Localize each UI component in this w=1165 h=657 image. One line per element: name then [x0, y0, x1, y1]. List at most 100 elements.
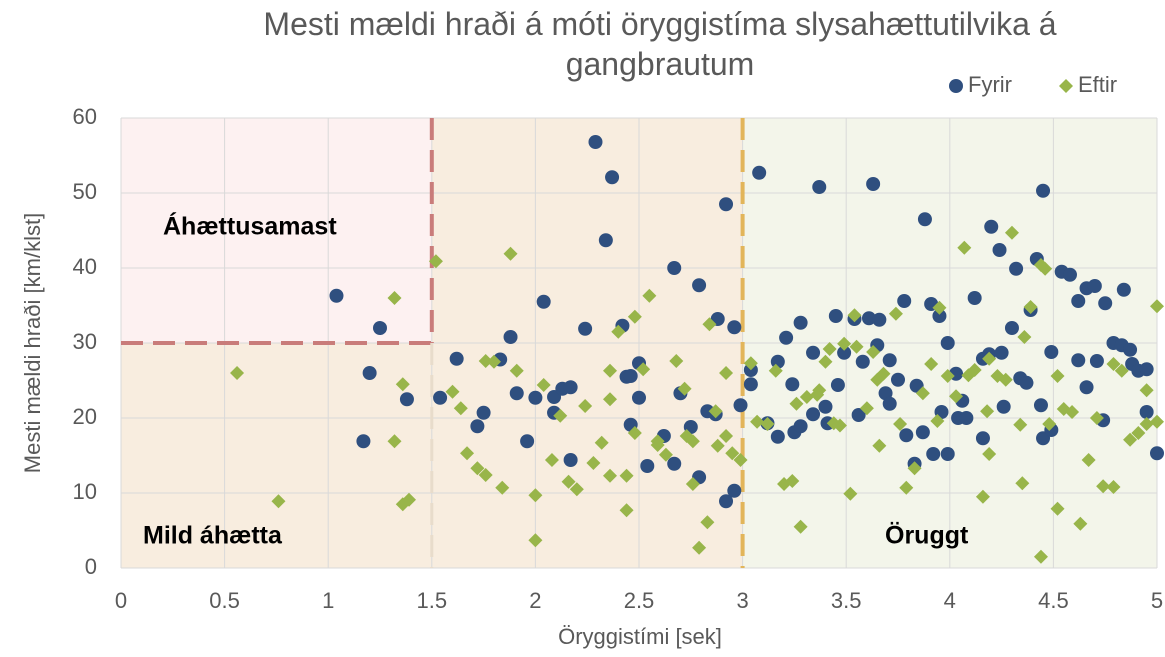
- point: [536, 378, 551, 392]
- point: [907, 461, 922, 476]
- point: [967, 291, 982, 305]
- point: [770, 429, 785, 444]
- point: [785, 377, 800, 392]
- point: [1036, 183, 1051, 198]
- point: [752, 165, 767, 180]
- point: [719, 197, 734, 212]
- zone-label: Mild áhætta: [143, 522, 283, 550]
- point: [727, 320, 742, 335]
- y-tick-label: 10: [73, 479, 97, 504]
- point: [387, 434, 402, 449]
- point: [1033, 549, 1048, 564]
- point: [503, 246, 518, 261]
- x-tick-label: 1: [322, 588, 334, 613]
- point: [402, 492, 417, 507]
- point: [1123, 432, 1138, 447]
- point: [897, 294, 912, 308]
- point: [445, 384, 460, 399]
- point: [1116, 282, 1131, 297]
- point: [888, 306, 903, 321]
- point: [640, 459, 655, 473]
- point: [793, 519, 808, 534]
- point: [719, 494, 734, 509]
- point: [1106, 357, 1121, 371]
- point: [636, 362, 651, 377]
- point: [1071, 294, 1086, 308]
- point: [876, 366, 891, 381]
- point: [975, 489, 990, 504]
- point: [528, 533, 543, 548]
- legend-marker: [1059, 79, 1073, 93]
- x-axis-label: Öryggistími [sek]: [558, 624, 722, 649]
- point: [1139, 405, 1154, 419]
- point: [984, 219, 999, 234]
- point: [509, 363, 524, 378]
- point: [967, 363, 982, 377]
- point: [830, 378, 845, 392]
- point: [1123, 342, 1138, 357]
- point: [563, 453, 578, 467]
- point: [1038, 261, 1053, 276]
- point: [1150, 414, 1164, 429]
- point: [940, 369, 955, 383]
- point: [623, 369, 638, 383]
- point: [619, 468, 634, 483]
- zone-label: Öruggt: [885, 521, 969, 550]
- point: [812, 180, 827, 194]
- point: [812, 383, 827, 398]
- point: [594, 435, 609, 450]
- y-tick-label: 0: [85, 554, 97, 579]
- point: [849, 339, 864, 354]
- point: [329, 288, 344, 303]
- point: [667, 456, 682, 471]
- point: [478, 468, 493, 482]
- point: [1089, 411, 1104, 425]
- point: [478, 354, 493, 368]
- point: [702, 317, 717, 332]
- point: [760, 417, 775, 431]
- point: [1114, 363, 1129, 378]
- point: [959, 411, 974, 425]
- point: [1017, 330, 1032, 344]
- point: [1071, 353, 1086, 368]
- zone-mild: [121, 343, 432, 568]
- point: [750, 414, 765, 429]
- point: [528, 390, 543, 405]
- point: [859, 401, 874, 416]
- point: [1073, 516, 1088, 531]
- point: [486, 354, 501, 369]
- point: [669, 354, 684, 368]
- legend-label: Eftir: [1078, 72, 1117, 97]
- point: [1050, 369, 1065, 383]
- point: [957, 240, 972, 255]
- point: [882, 353, 897, 368]
- point: [982, 447, 997, 461]
- y-tick-label: 40: [73, 254, 97, 279]
- point: [561, 474, 576, 489]
- point: [553, 408, 568, 423]
- point: [940, 447, 955, 461]
- point: [1019, 375, 1034, 390]
- point: [789, 396, 804, 411]
- y-tick-label: 20: [73, 404, 97, 429]
- point: [399, 392, 414, 407]
- point: [992, 243, 1007, 257]
- point: [1015, 476, 1030, 491]
- point: [692, 540, 707, 555]
- point: [982, 351, 997, 366]
- point: [926, 447, 941, 461]
- point: [893, 417, 908, 431]
- point: [1044, 345, 1059, 359]
- point: [1096, 479, 1111, 494]
- point: [915, 386, 930, 401]
- point: [356, 434, 371, 449]
- point: [602, 468, 617, 483]
- point: [611, 324, 626, 339]
- point: [685, 477, 700, 491]
- point: [708, 404, 723, 419]
- point: [563, 380, 578, 395]
- point: [1033, 398, 1048, 413]
- point: [1065, 405, 1080, 419]
- point: [495, 480, 510, 495]
